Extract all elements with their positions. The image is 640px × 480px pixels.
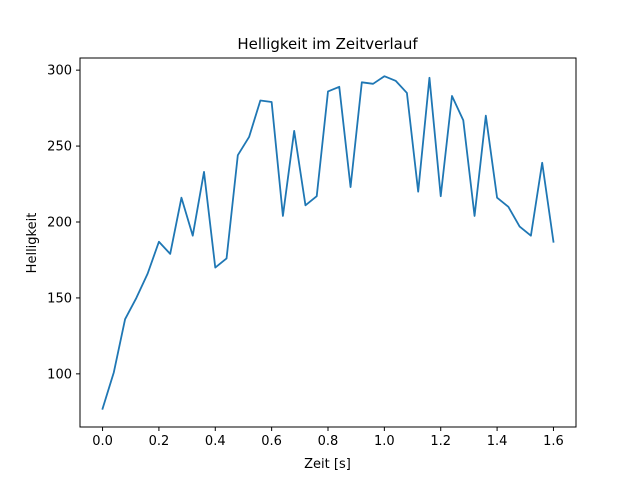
y-axis-label: Helligkeit [25,213,40,274]
x-tick-label: 1.0 [374,434,395,449]
y-axis-ticks: 100 150 200 250 300 [47,64,80,382]
x-tick-label: 0.4 [205,434,226,449]
chart-title: Helligkeit im Zeitverlauf [237,35,418,53]
x-axis-ticks: 0.0 0.2 0.4 0.6 0.8 1.0 1.2 1.4 1.6 [92,427,564,449]
x-tick-label: 0.0 [92,434,113,449]
x-axis-label: Zeit [s] [304,457,351,472]
x-tick-label: 0.8 [318,434,339,449]
y-tick-label: 100 [47,367,72,382]
x-tick-label: 0.2 [149,434,170,449]
x-tick-label: 1.2 [430,434,451,449]
y-tick-label: 150 [47,291,72,306]
plot-frame [79,57,577,428]
y-tick-label: 200 [47,216,72,231]
x-tick-label: 0.6 [261,434,282,449]
y-tick-label: 250 [47,140,72,155]
series-layer [101,75,555,410]
x-tick-label: 1.4 [487,434,508,449]
y-tick-label: 300 [47,64,72,79]
series-line-helligkeit [101,75,555,410]
x-tick-label: 1.6 [543,434,564,449]
